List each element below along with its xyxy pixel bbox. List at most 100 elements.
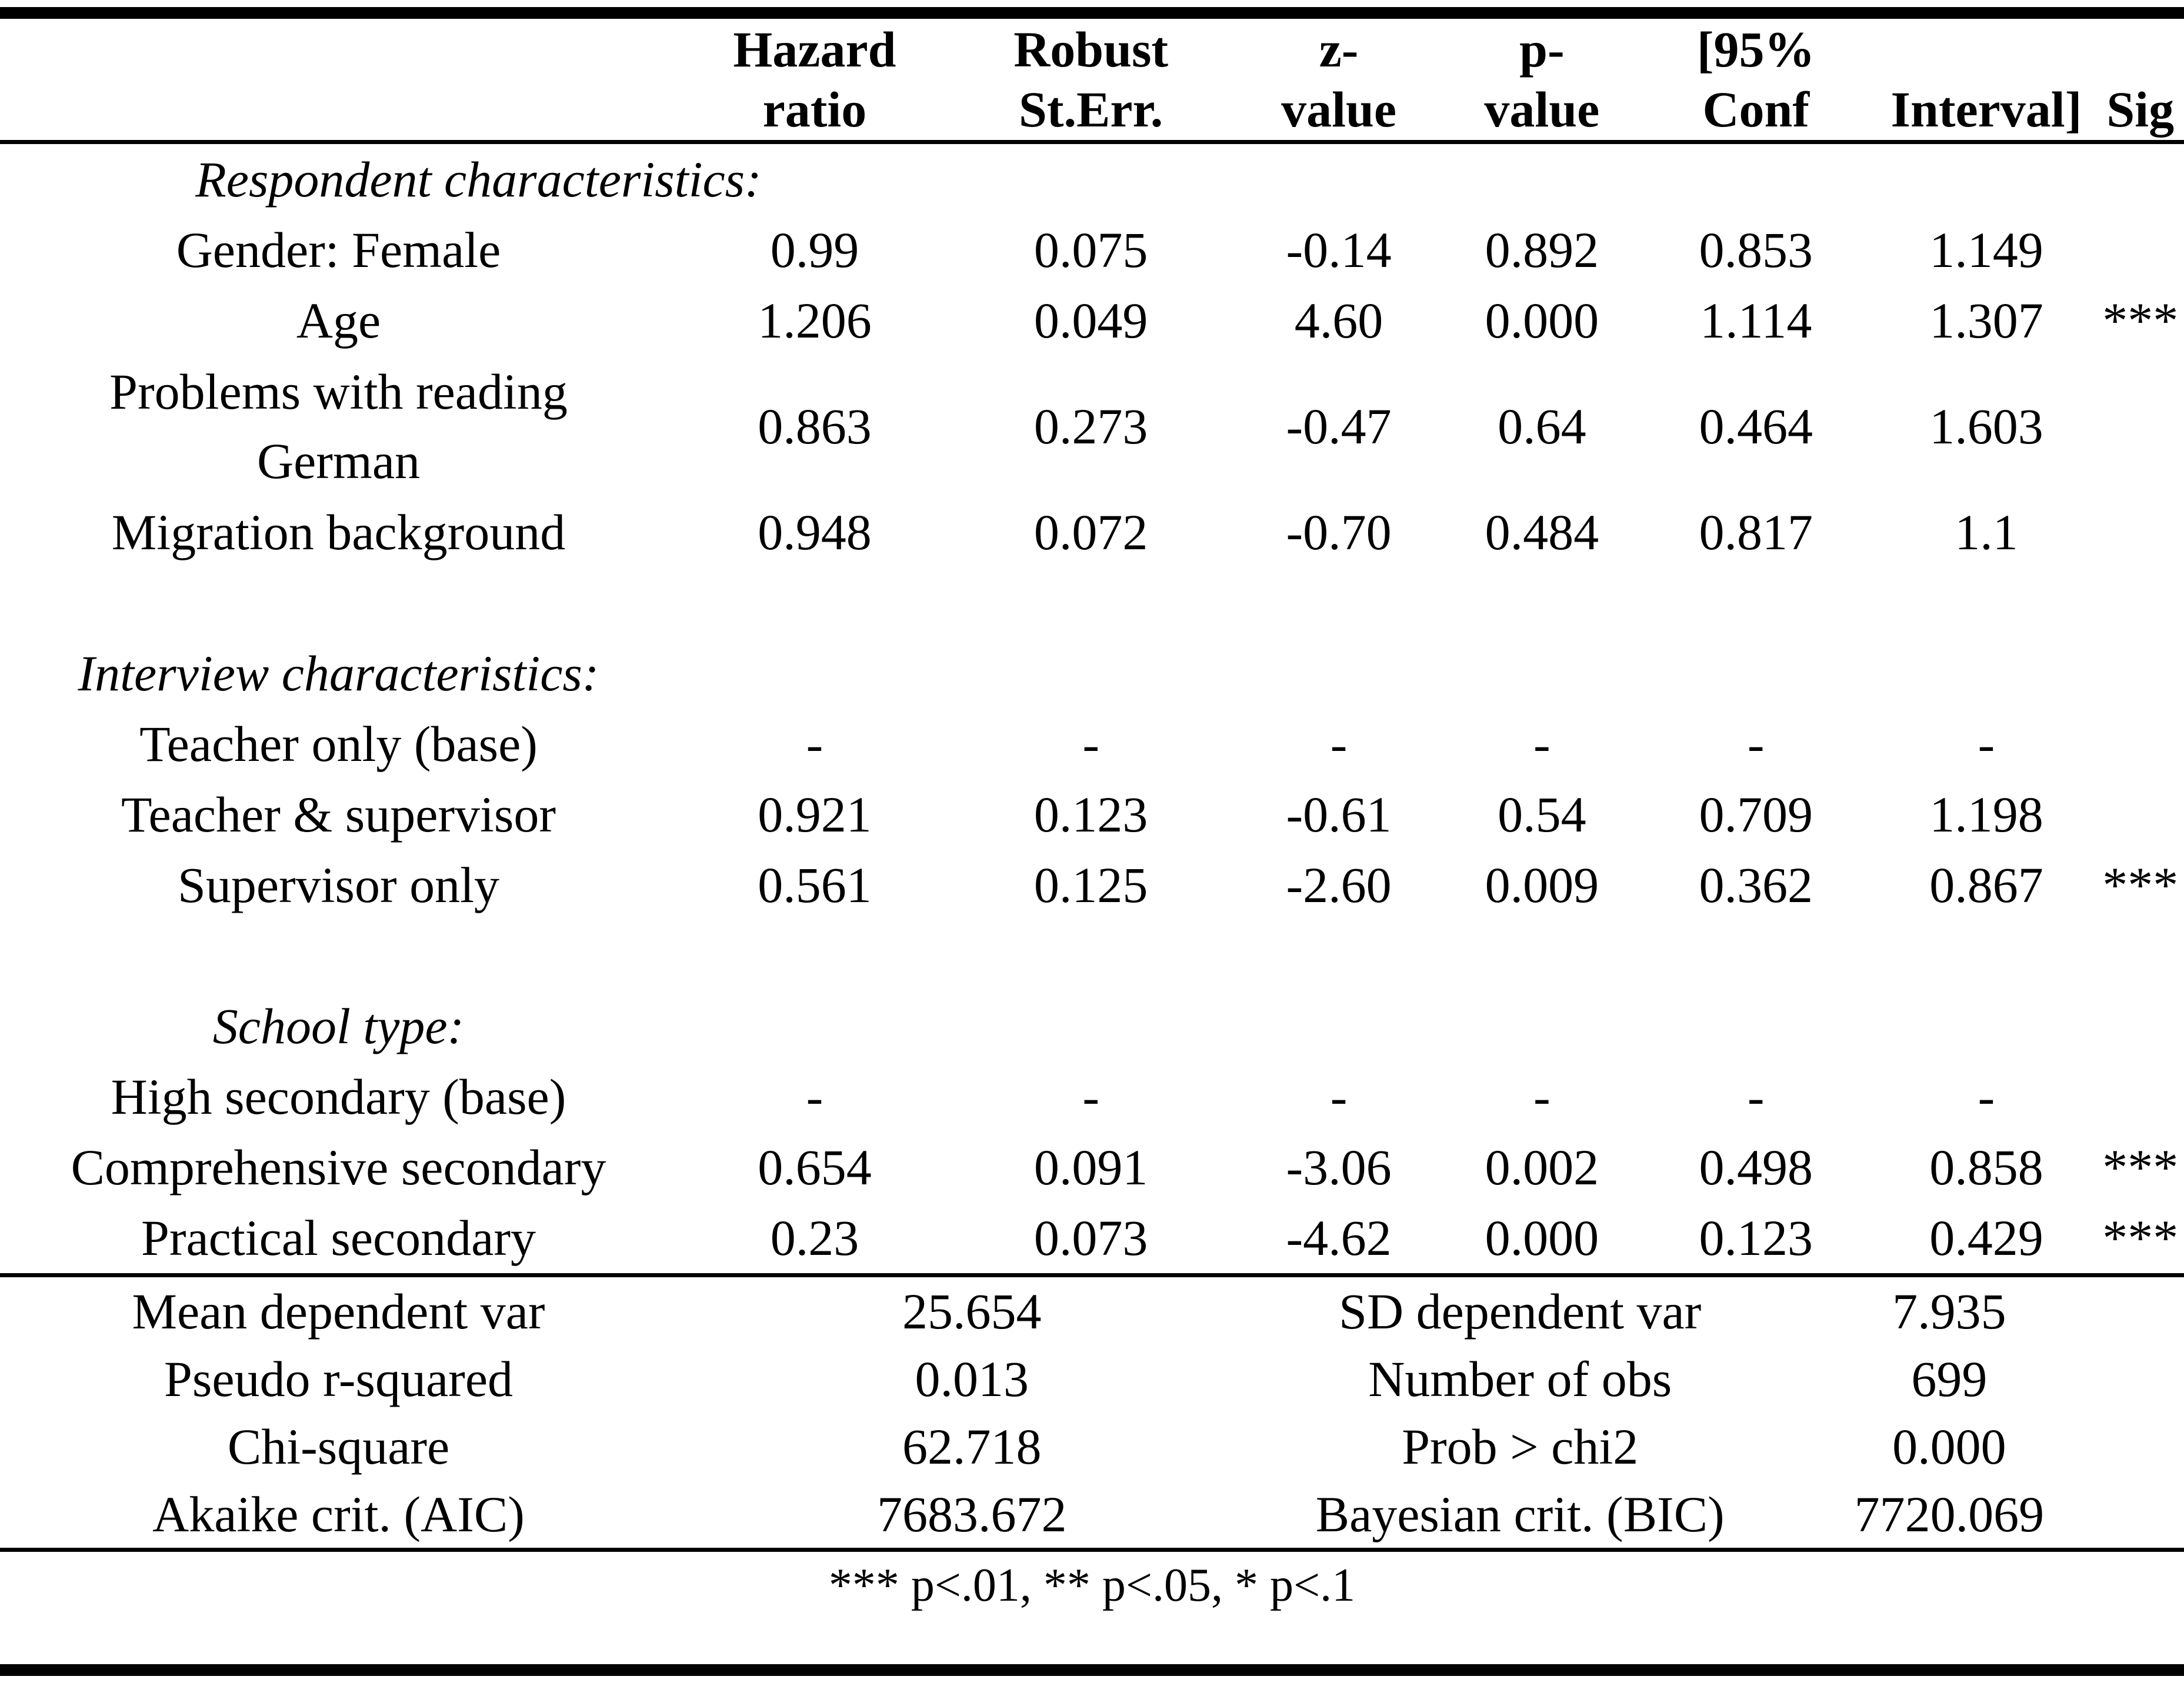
col-header-conf-low: [95% Conf	[1636, 19, 1876, 144]
section-title: Interview characteristics:	[78, 645, 599, 702]
summary-value: 0.013	[915, 1350, 1029, 1407]
row-label: Gender: Female	[176, 222, 501, 278]
footnote-top-rule	[0, 1548, 2184, 1552]
conf-high-value: 0.858	[1929, 1139, 2043, 1196]
section-title: School type:	[212, 998, 465, 1054]
summary-label: Prob > chi2	[1402, 1418, 1639, 1475]
section-header-row: Interview characteristics:	[0, 638, 2184, 709]
empty-cell	[1448, 142, 1636, 215]
z-value: -3.06	[1286, 1139, 1392, 1196]
conf-high-value: 1.307	[1929, 292, 2043, 349]
table-row: Teacher only (base) - - - - - -	[0, 709, 2184, 779]
section-title-cell: School type:	[0, 991, 677, 1061]
empty-cell	[2125, 1277, 2184, 1345]
summary-label: SD dependent var	[1339, 1283, 1702, 1340]
header-line: [95%	[1696, 21, 1815, 78]
summary-label: Akaike crit. (AIC)	[152, 1485, 525, 1542]
empty-cell	[2125, 1345, 2184, 1412]
hazard-ratio-value: 0.948	[758, 504, 872, 560]
hazard-ratio-value: 1.206	[758, 292, 872, 349]
sig-stars	[2096, 1061, 2184, 1132]
z-value: 4.60	[1294, 292, 1383, 349]
header-row: Hazard ratio Robust St.Err. z- value p- …	[0, 19, 2184, 144]
empty-cell	[952, 991, 1230, 1061]
robust-se-value: -	[1082, 1068, 1099, 1125]
sig-stars: ***	[2102, 1139, 2179, 1196]
sig-stars	[2096, 709, 2184, 779]
empty-cell	[1636, 638, 1876, 709]
conf-low-value: 0.123	[1699, 1210, 1813, 1266]
regression-table: Hazard ratio Robust St.Err. z- value p- …	[0, 19, 2184, 1273]
row-label: Teacher & supervisor	[121, 786, 556, 843]
header-line: value	[1484, 81, 1600, 138]
summary-value: 7720.069	[1854, 1485, 2045, 1542]
sig-stars: ***	[2102, 1210, 2179, 1266]
p-value: 0.009	[1485, 857, 1599, 913]
row-label: Migration background	[111, 504, 566, 560]
header-line: ratio	[762, 81, 867, 138]
table-header: Hazard ratio Robust St.Err. z- value p- …	[0, 19, 2184, 144]
summary-value: 0.000	[1892, 1418, 2006, 1475]
section-title: Respondent characteristics:	[195, 151, 762, 208]
summary-value: 699	[1911, 1350, 1988, 1407]
robust-se-value: 0.073	[1033, 1210, 1148, 1266]
empty-cell	[1229, 142, 1448, 215]
conf-low-value: 0.853	[1699, 222, 1813, 278]
empty-cell	[1876, 142, 2096, 215]
significance-footnote: *** p<.01, ** p<.05, * p<.1	[828, 1560, 1356, 1611]
table-row: Migration background 0.948 0.072 -0.70 0…	[0, 497, 2184, 567]
conf-low-value: 0.362	[1699, 857, 1813, 913]
p-value: -	[1533, 716, 1551, 772]
robust-se-value: 0.123	[1033, 786, 1148, 843]
conf-low-value: -	[1747, 716, 1765, 772]
summary-stats-table: Mean dependent var 25.654 SD dependent v…	[0, 1277, 2184, 1548]
summary-value: 62.718	[902, 1418, 1042, 1475]
empty-cell	[1636, 991, 1876, 1061]
col-header-robust-se: Robust St.Err.	[952, 19, 1230, 144]
empty-cell	[677, 991, 952, 1061]
empty-cell	[2125, 1480, 2184, 1548]
header-line: z-	[1319, 21, 1359, 78]
robust-se-value: 0.273	[1033, 398, 1148, 455]
col-header-hazard-ratio: Hazard ratio	[677, 19, 952, 144]
row-label: Practical secondary	[141, 1210, 536, 1266]
p-value: 0.892	[1485, 222, 1599, 278]
conf-high-value: 0.429	[1929, 1210, 2043, 1266]
summary-row: Chi-square 62.718 Prob > chi2 0.000	[0, 1412, 2184, 1480]
p-value: 0.484	[1485, 504, 1599, 560]
robust-se-value: 0.075	[1033, 222, 1148, 278]
hazard-ratio-value: -	[806, 716, 823, 772]
z-value: -2.60	[1286, 857, 1392, 913]
section-header-row: School type:	[0, 991, 2184, 1061]
conf-high-value: 1.1	[1955, 504, 2018, 560]
conf-high-value: 1.198	[1929, 786, 2043, 843]
row-label-line2: German	[257, 433, 420, 489]
summary-label: Mean dependent var	[132, 1283, 545, 1340]
z-value: -0.47	[1286, 398, 1392, 455]
sig-stars	[2096, 497, 2184, 567]
summary-row: Akaike crit. (AIC) 7683.672 Bayesian cri…	[0, 1480, 2184, 1548]
hazard-ratio-value: 0.654	[758, 1139, 872, 1196]
hazard-ratio-value: -	[806, 1068, 823, 1125]
summary-top-rule	[0, 1273, 2184, 1277]
summary-label: Number of obs	[1368, 1350, 1672, 1407]
top-rule	[0, 7, 2184, 19]
table-row: Supervisor only 0.561 0.125 -2.60 0.009 …	[0, 850, 2184, 920]
row-label-line1: Problems with reading	[109, 363, 568, 420]
conf-low-value: 0.817	[1699, 504, 1813, 560]
header-line: Interval]	[1890, 81, 2082, 138]
robust-se-value: 0.072	[1033, 504, 1148, 560]
row-label: Supervisor only	[177, 857, 500, 913]
sig-stars: ***	[2102, 857, 2179, 913]
p-value: -	[1533, 1068, 1551, 1125]
row-label: High secondary (base)	[111, 1068, 566, 1125]
z-value: -	[1330, 1068, 1348, 1125]
header-line: p-	[1519, 21, 1565, 78]
header-line: St.Err.	[1018, 81, 1163, 138]
summary-value: 25.654	[902, 1283, 1042, 1340]
empty-cell	[1448, 991, 1636, 1061]
empty-cell	[1636, 142, 1876, 215]
row-label: Teacher only (base)	[139, 716, 538, 772]
table-row: Practical secondary 0.23 0.073 -4.62 0.0…	[0, 1203, 2184, 1273]
